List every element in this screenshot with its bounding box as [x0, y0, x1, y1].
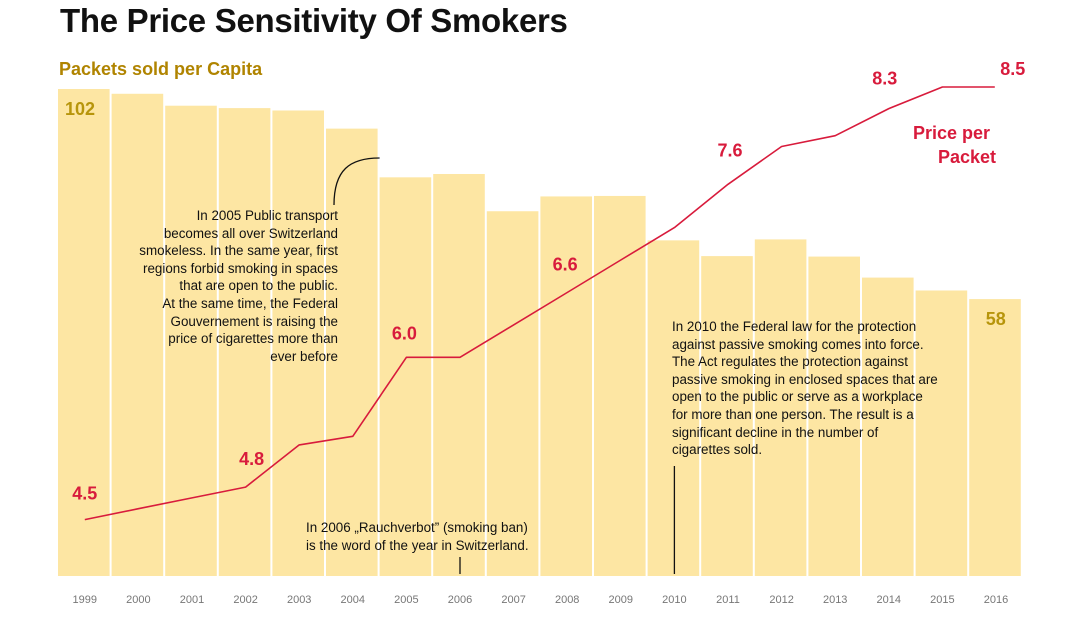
annotation-2005-line: At the same time, the Federal [162, 295, 338, 311]
annotation-2005-line: regions forbid smoking in spaces [142, 260, 338, 276]
bar-2006 [433, 173, 485, 576]
price-legend-line-2: Packet [938, 147, 996, 167]
annotation-2005-line: Gouvernement is raising the [170, 313, 338, 329]
annotation-2005-line: becomes all over Switzerland [163, 225, 338, 241]
bar-2013 [808, 256, 860, 576]
bar-value-label: 58 [986, 309, 1006, 329]
x-tick-label: 2012 [769, 594, 793, 606]
price-value-label: 8.5 [1000, 59, 1025, 79]
x-tick-label: 2001 [180, 594, 204, 606]
bar-2003 [272, 110, 324, 576]
annotation-2010-line: against passive smoking comes into force… [672, 336, 924, 352]
annotation-2006-text: In 2006 „Rauchverbot” (smoking ban) is t… [306, 519, 576, 554]
x-tick-label: 2005 [394, 594, 418, 606]
price-value-label: 4.5 [72, 484, 97, 504]
x-tick-label: 2013 [823, 594, 847, 606]
annotation-2006-line: is the word of the year in Switzerland. [306, 537, 529, 553]
annotation-2010-line: In 2010 the Federal law for the protecti… [672, 319, 917, 334]
x-tick-label: 2004 [341, 594, 365, 606]
price-value-label: 6.6 [553, 254, 578, 274]
x-tick-label: 2007 [501, 594, 525, 606]
price-value-label: 7.6 [717, 140, 742, 160]
x-tick-label: 2015 [930, 594, 954, 606]
bar-series-title: Packets sold per Capita [59, 59, 263, 79]
price-value-label: 8.3 [872, 69, 897, 89]
annotation-2005-arc [333, 157, 380, 206]
x-tick-label: 2014 [877, 594, 901, 606]
price-line [84, 86, 995, 521]
annotation-2010-text: In 2010 the Federal law for the protecti… [672, 318, 972, 459]
annotation-2005-line: that are open to the public. [179, 278, 338, 294]
annotation-2010-line: cigarettes sold. [672, 442, 763, 458]
bar-2010 [647, 240, 700, 576]
x-tick-label: 2002 [233, 594, 257, 606]
bar-2012 [754, 239, 807, 576]
annotation-2005-line: price of cigarettes more than [168, 331, 338, 347]
annotation-2010-line: passive smoking in enclosed spaces that … [672, 371, 938, 387]
bar-2005 [379, 177, 432, 576]
annotation-2006-line: In 2006 „Rauchverbot” (smoking ban) [306, 520, 528, 535]
annotation-2010-line: significant decline in the number of [672, 424, 879, 440]
bar-1999 [58, 89, 110, 576]
bar-2015 [915, 290, 968, 576]
x-tick-label: 2010 [662, 594, 686, 606]
x-tick-label: 2003 [287, 594, 311, 606]
bar-2008 [540, 196, 592, 577]
bar-2014 [862, 277, 914, 576]
bar-2002 [218, 108, 271, 577]
bar-value-label: 102 [65, 99, 95, 119]
price-legend-line-1: Price per [913, 123, 990, 143]
bar-2016 [969, 299, 1021, 576]
x-tick-label: 2008 [555, 594, 579, 606]
annotation-2005-line: smokeless. In the same year, first [139, 243, 338, 259]
x-tick-label: 2009 [609, 594, 633, 606]
x-tick-label: 2016 [984, 594, 1008, 606]
annotation-2010-line: for more than one person. The result is … [672, 406, 914, 422]
price-value-label: 6.0 [392, 323, 417, 343]
x-tick-label: 1999 [73, 594, 97, 606]
annotation-2005-text: In 2005 Public transport becomes all ove… [90, 207, 338, 365]
bar-2000 [111, 93, 164, 577]
chart-title: The Price Sensitivity Of Smokers [60, 2, 568, 39]
price-value-label: 4.8 [239, 449, 264, 469]
x-tick-label: 2006 [448, 594, 472, 606]
x-tick-label: 2000 [126, 594, 150, 606]
x-tick-label: 2011 [716, 594, 740, 606]
annotation-2005-line: ever before [270, 348, 338, 364]
annotation-2005-line: In 2005 Public transport [196, 208, 338, 223]
bar-2009 [594, 195, 646, 576]
bar-2011 [701, 256, 753, 576]
bar-2007 [486, 211, 539, 576]
annotation-2010-line: open to the public or serve as a workpla… [672, 389, 923, 405]
annotation-2010-line: The Act regulates the protection against [672, 354, 908, 370]
